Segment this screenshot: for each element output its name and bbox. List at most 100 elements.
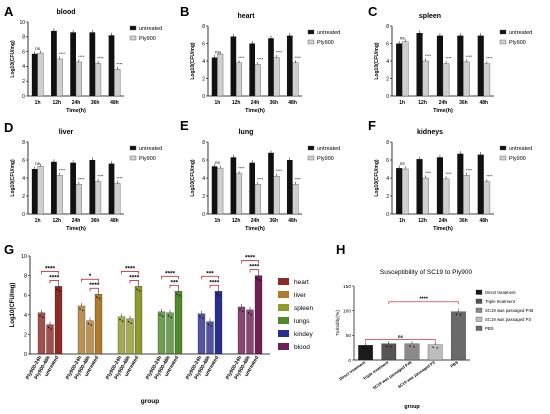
g-bracket-inner-label: **** — [209, 279, 220, 286]
e-y-tick-label: 0 — [202, 212, 205, 218]
a-category-label: 48h — [110, 100, 119, 106]
d-significance: **** — [97, 174, 104, 179]
c-legend-label: untreated — [509, 30, 532, 36]
b-significance: ns — [215, 50, 221, 55]
g-point — [179, 295, 181, 297]
h-legend-swatch — [475, 298, 483, 304]
g-legend-swatch — [278, 317, 289, 324]
c-category-label: 1h — [399, 100, 405, 106]
b-significance: **** — [295, 55, 302, 60]
a-y-tick-label: 8 — [22, 35, 25, 41]
c-category-label: 36h — [459, 100, 468, 106]
f-y-tick-label: 6 — [386, 158, 389, 164]
g-point — [247, 312, 250, 314]
d-category-label: 1h — [35, 218, 41, 224]
h-bracket — [365, 338, 436, 342]
panel-letter-h: H — [336, 242, 345, 257]
g-point — [127, 321, 130, 323]
b-bar-untreated — [249, 43, 255, 96]
g-bracket-outer — [161, 275, 179, 280]
b-y-axis-label: Log10(CFU/mg) — [190, 42, 196, 80]
d-bar-ply900 — [94, 181, 102, 215]
b-category-label: 48h — [288, 100, 297, 106]
c-y-tick-label: 6 — [386, 41, 389, 47]
f-bar-ply900 — [463, 175, 470, 215]
g-legend-label: lungs — [294, 318, 310, 325]
d-significance: **** — [78, 176, 85, 181]
f-bar-ply900 — [483, 181, 491, 215]
g-y-tick-label: 10 — [21, 254, 27, 260]
f-significance: **** — [425, 170, 432, 175]
d-y-tick-label: 4 — [22, 176, 25, 182]
g-legend-swatch — [278, 291, 289, 298]
g-y-tick-label: 8 — [24, 274, 27, 280]
b-significance: **** — [257, 57, 264, 62]
h-y-tick-label: 0 — [348, 358, 351, 364]
d-bar-untreated — [51, 161, 57, 214]
a-significance: **** — [59, 51, 66, 56]
f-bar-untreated — [396, 168, 403, 214]
d-legend-swatch — [129, 145, 137, 151]
c-legend-label: Ply900 — [509, 40, 526, 46]
a-legend-swatch — [129, 25, 137, 31]
g-point — [47, 326, 50, 329]
b-bar-ply900 — [254, 64, 261, 97]
e-y-tick-label: 6 — [202, 158, 205, 164]
b-bar-ply900 — [292, 62, 299, 97]
f-bar-ply900 — [402, 168, 409, 215]
g-y-tick-label: 6 — [24, 293, 27, 299]
g-bar-liver — [77, 305, 86, 355]
h-bracket — [388, 301, 459, 305]
g-point — [119, 319, 121, 321]
h-bar — [451, 311, 466, 361]
panel-letter-d: D — [4, 120, 13, 135]
g-point — [259, 279, 261, 281]
c-category-label: 12h — [418, 100, 427, 106]
c-bar-ply900 — [442, 63, 450, 97]
g-bar-heart — [46, 324, 54, 355]
c-bar-untreated — [396, 43, 403, 96]
a-legend-label: untreated — [139, 26, 162, 32]
g-point — [59, 290, 61, 292]
h-x-axis-label: group — [404, 404, 420, 410]
g-bracket-outer-label: **** — [165, 270, 176, 277]
h-point — [455, 313, 458, 315]
b-significance: **** — [238, 55, 245, 60]
c-bar-ply900 — [422, 60, 429, 97]
e-significance: ns — [215, 160, 221, 165]
h-bar — [427, 344, 443, 361]
h-y-tick-label: 50 — [346, 333, 352, 339]
c-y-tick-label: 8 — [386, 24, 389, 30]
a-bar-ply900 — [114, 69, 121, 97]
h-y-axis-label: Turbidity(%) — [335, 310, 341, 336]
g-bracket-outer-label: **** — [125, 265, 136, 272]
d-bar-untreated — [108, 163, 115, 214]
h-legend-swatch — [475, 289, 483, 295]
h-category-label: PBS — [449, 360, 459, 369]
e-significance: **** — [276, 168, 283, 173]
d-y-tick-label: 0 — [22, 212, 25, 218]
g-bracket-inner-label: *** — [170, 279, 178, 286]
h-point — [366, 347, 369, 350]
b-legend-label: Ply900 — [317, 40, 334, 46]
panel-title-e: lung — [239, 129, 254, 136]
c-y-tick-label: 0 — [386, 94, 389, 100]
c-x-axis-label: Time(h) — [433, 108, 453, 114]
b-y-tick-label: 8 — [202, 24, 205, 30]
g-bracket-inner — [129, 280, 139, 284]
c-category-label: 24h — [439, 100, 448, 106]
g-bar-kindey — [197, 313, 206, 355]
f-category-label: 12h — [418, 218, 427, 224]
a-significance: **** — [116, 61, 123, 66]
b-y-tick-label: 0 — [202, 94, 205, 100]
b-bar-untreated — [286, 35, 293, 96]
f-y-tick-label: 0 — [386, 212, 389, 218]
g-legend-swatch — [278, 330, 289, 337]
panel-title-h: Susceptibility of SC19 to Ply900 — [380, 269, 473, 276]
g-legend-swatch — [278, 278, 289, 285]
panel-letter-f: F — [368, 118, 376, 133]
e-bar-untreated — [268, 152, 274, 214]
c-legend-swatch — [499, 29, 507, 35]
f-x-axis-label: Time(h) — [433, 226, 453, 232]
f-y-tick-label: 8 — [386, 140, 389, 146]
